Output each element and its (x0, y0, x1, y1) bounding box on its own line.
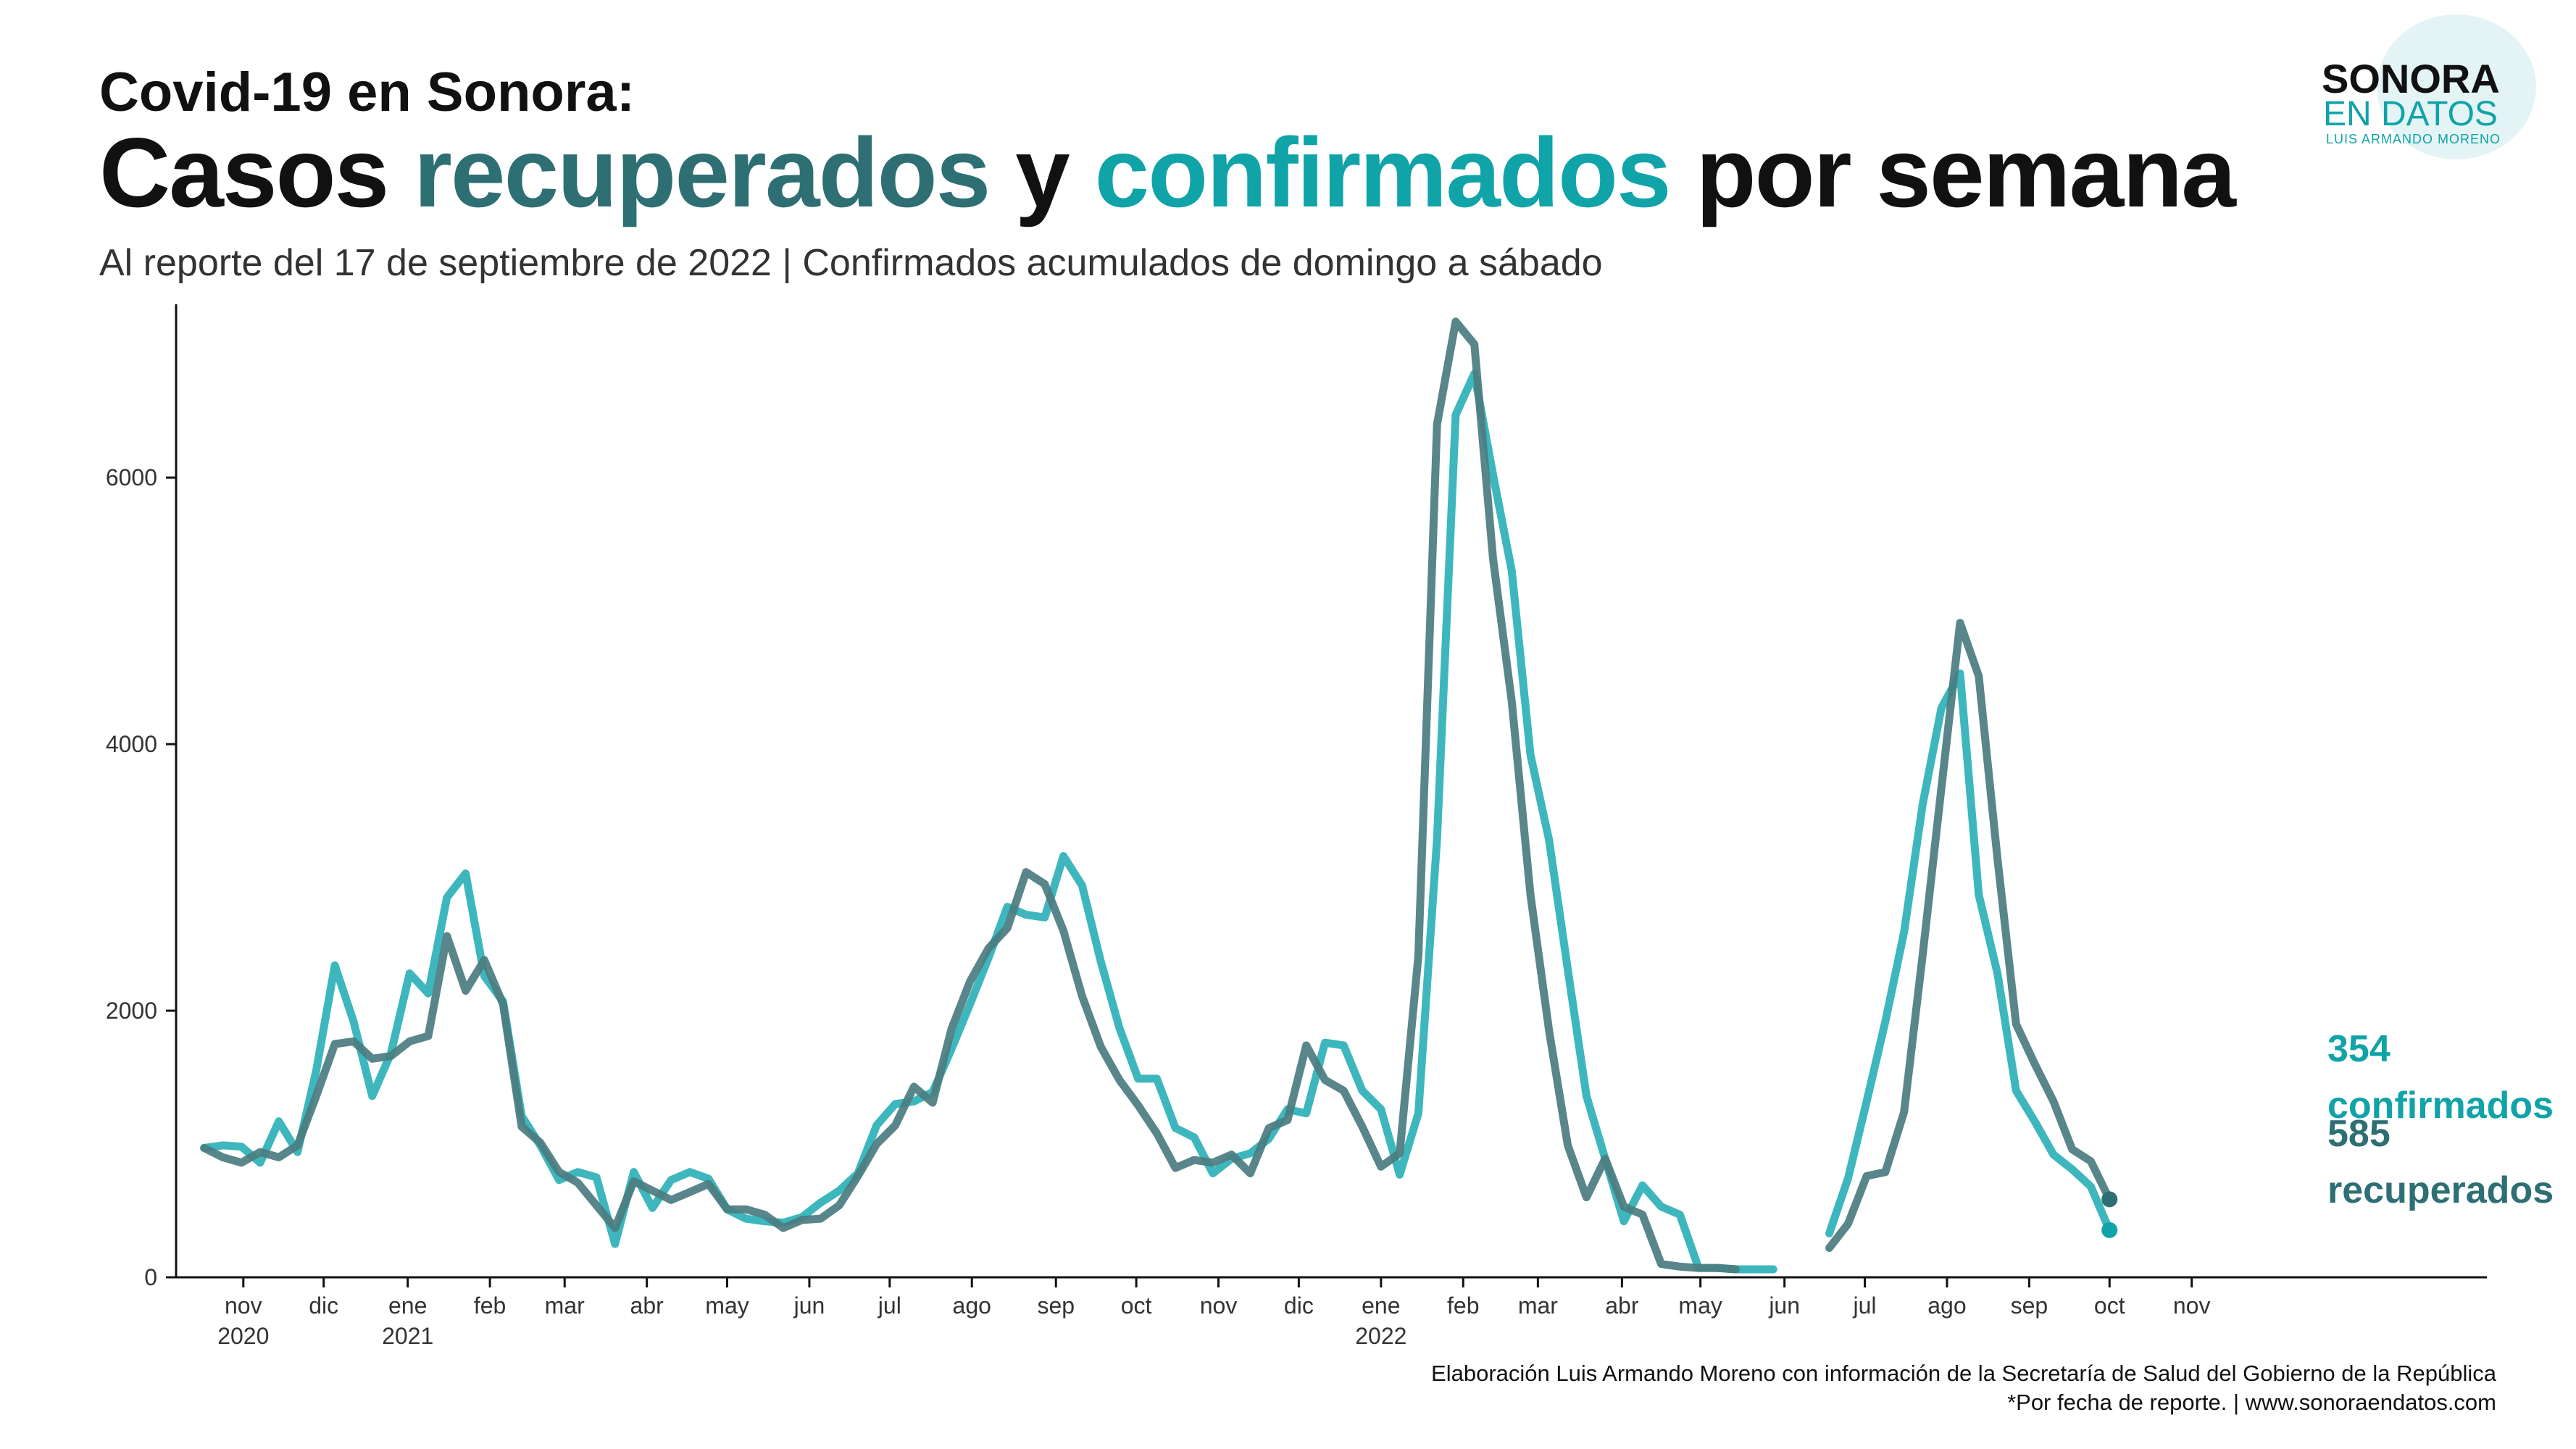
x-tick-label: sep (1037, 1293, 1075, 1319)
y-axis-ticks: 0 2000 4000 6000 (106, 464, 176, 1290)
series-line-confirmados (200, 369, 2114, 1274)
end-label-value-confirmados: 354 (2327, 1028, 2390, 1070)
end-label-name-recuperados: recuperados (2327, 1169, 2554, 1211)
x-tick-label: may (705, 1293, 749, 1319)
x-tick-label: nov (225, 1293, 262, 1319)
x-tick-label: mar (545, 1293, 585, 1319)
x-tick-year-label: 2022 (1355, 1323, 1406, 1349)
x-tick-label: feb (1447, 1293, 1479, 1319)
x-axis-ticks: nov 2020 dic ene 2021 feb mar abr may jun jul ago se… (217, 1277, 2210, 1349)
series-lines (200, 317, 2114, 1274)
x-tick-label: mar (1518, 1293, 1558, 1319)
x-tick-label: may (1678, 1293, 1722, 1319)
x-tick-label: feb (474, 1293, 506, 1319)
y-tick-label: 2000 (106, 998, 157, 1024)
x-tick-label: dic (1284, 1293, 1314, 1319)
credit-line-source: Elaboración Luis Armando Moreno con info… (1431, 1361, 2496, 1386)
y-tick-label: 0 (144, 1264, 157, 1290)
series-line-recuperados (200, 317, 2114, 1274)
logo-line-author: LUIS ARMANDO MORENO (2326, 132, 2501, 146)
x-tick-label: dic (309, 1293, 338, 1319)
end-point-confirmados (2101, 1222, 2118, 1238)
credit-line-website: *Por fecha de reporte. | www.sonoraendat… (2007, 1390, 2496, 1415)
x-tick-label: ene (1362, 1293, 1400, 1319)
title-word-confirmados: confirmados (1094, 117, 1672, 227)
end-label-value-recuperados: 585 (2327, 1113, 2390, 1155)
x-tick-label: jun (1768, 1293, 1800, 1319)
chart-title: Casos recuperados y confirmados por sema… (99, 116, 2236, 229)
title-part-y: y (989, 117, 1095, 227)
x-tick-label: abr (1605, 1293, 1639, 1319)
title-part-casos: Casos (99, 117, 414, 227)
y-tick-label: 6000 (106, 464, 157, 490)
x-tick-label: oct (1121, 1293, 1152, 1319)
end-point-recuperados (2101, 1191, 2118, 1208)
x-tick-label: ene (388, 1293, 427, 1319)
x-tick-label: nov (1200, 1293, 1238, 1319)
x-tick-label: jul (1853, 1293, 1877, 1319)
end-label-name-confirmados: confirmados (2327, 1085, 2554, 1127)
x-tick-label: jun (793, 1293, 825, 1319)
logo-line-en-datos: EN DATOS (2323, 95, 2498, 133)
sonora-en-datos-logo: SONORA EN DATOS LUIS ARMANDO MORENO (2312, 14, 2536, 167)
logo-line-sonora: SONORA (2322, 56, 2500, 101)
x-tick-label: oct (2094, 1293, 2125, 1319)
logo-background-shape (2377, 14, 2536, 159)
headline: Covid-19 en Sonora: (99, 62, 635, 123)
x-tick-label: abr (630, 1293, 664, 1319)
x-tick-year-label: 2020 (217, 1323, 269, 1349)
title-part-por-semana: por semana (1670, 117, 2235, 227)
x-tick-label: sep (2011, 1293, 2048, 1319)
x-tick-label: jul (878, 1293, 901, 1319)
chart-axes (175, 304, 2487, 1279)
x-tick-year-label: 2021 (382, 1323, 433, 1349)
x-tick-label: ago (953, 1293, 991, 1319)
y-tick-label: 4000 (106, 731, 157, 757)
x-tick-label: ago (1927, 1293, 1966, 1319)
title-word-recuperados: recuperados (413, 117, 991, 227)
x-tick-label: nov (2173, 1293, 2211, 1319)
subtitle: Al reporte del 17 de septiembre de 2022 … (99, 242, 1603, 284)
